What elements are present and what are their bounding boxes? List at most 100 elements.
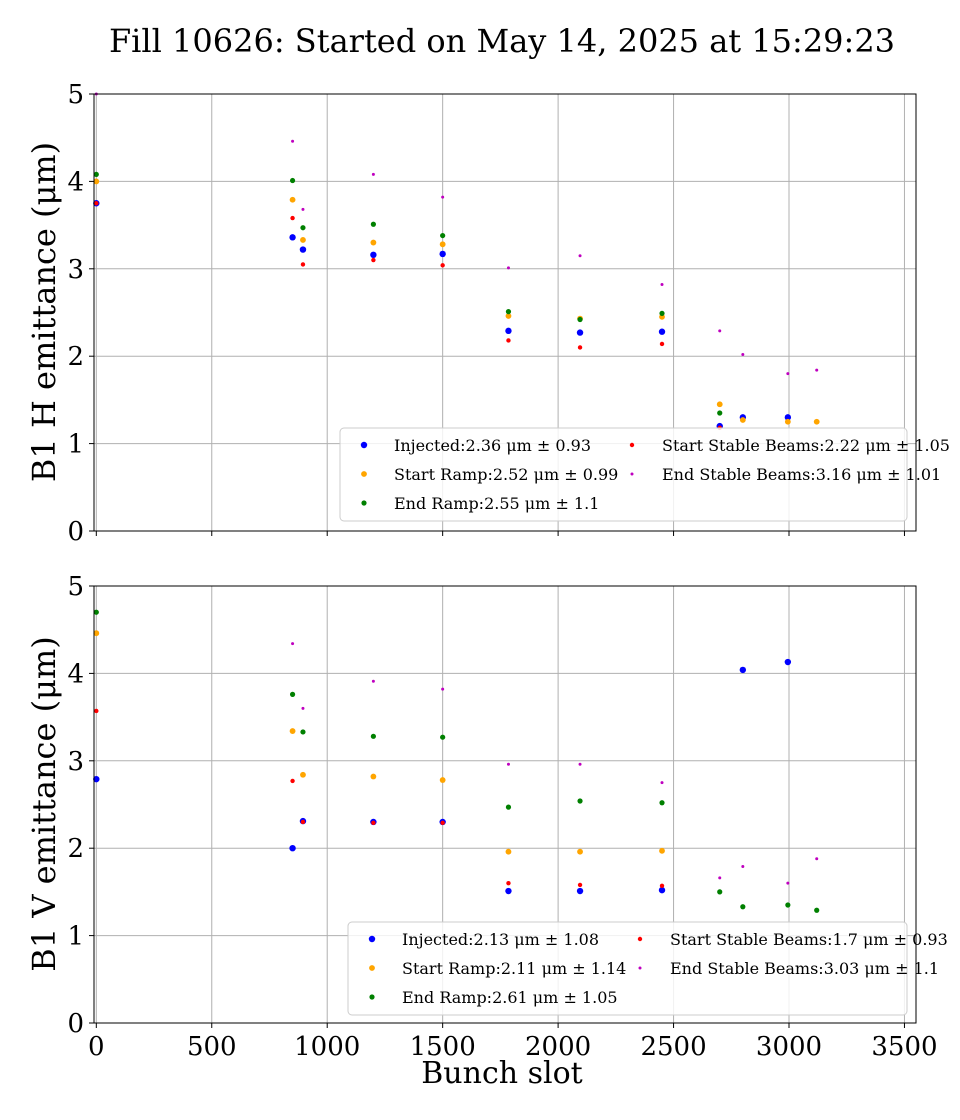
v-legend: Injected:2.13 μm ± 1.08 Start Ramp:2.11 μ… <box>347 921 948 1016</box>
v-point-injected-7 <box>658 886 666 894</box>
v-point-end-ramp-3 <box>370 733 376 739</box>
h-legend-marker-3 <box>629 442 635 448</box>
h-point-end-stable-beams-2 <box>301 207 305 211</box>
h-y-tick-label-0: 0 <box>67 517 84 547</box>
v-point-start-ramp-0 <box>93 630 100 637</box>
v-point-end-stable-beams-4 <box>506 762 510 766</box>
h-point-end-stable-beams-8 <box>718 329 722 333</box>
h-point-start-stable-beams-6 <box>577 345 583 350</box>
v-point-end-stable-beams-7 <box>718 876 722 880</box>
v-point-injected-6 <box>576 887 584 895</box>
v-emittance-panel: 0 500 1000 1500 2000 2500 3000 3500 0 1 2 3 4 5 B1 V … <box>25 572 948 1062</box>
h-legend-marker-2 <box>361 500 367 506</box>
v-point-injected-9 <box>784 658 792 666</box>
h-legend-label-0: Injected:2.36 μm ± 0.93 <box>394 436 591 455</box>
v-point-end-stable-beams-10 <box>815 857 819 861</box>
v-point-start-stable-beams-5 <box>506 880 511 886</box>
h-ticks: 0 1 2 3 4 5 <box>67 80 905 547</box>
v-y-tick-label-1: 1 <box>67 922 84 952</box>
h-point-injected-2 <box>299 246 307 253</box>
v-point-start-ramp-2 <box>300 771 306 778</box>
v-x-tick-label-3000: 3000 <box>756 1032 822 1062</box>
v-point-end-stable-beams-2 <box>371 679 375 683</box>
h-point-start-stable-beams-4 <box>440 263 445 268</box>
h-point-start-stable-beams-0 <box>94 201 99 206</box>
h-legend-marker-4 <box>630 472 634 476</box>
v-point-start-ramp-6 <box>577 848 583 855</box>
h-point-injected-6 <box>576 329 584 336</box>
h-point-end-ramp-3 <box>370 221 376 227</box>
v-point-start-stable-beams-3 <box>371 820 376 826</box>
h-y-tick-label-4: 4 <box>67 167 84 197</box>
v-x-tick-label-1500: 1500 <box>410 1032 476 1062</box>
v-point-injected-0 <box>93 775 100 783</box>
v-point-start-stable-beams-7 <box>659 883 665 888</box>
v-x-tick-label-0: 0 <box>88 1032 105 1062</box>
h-y-tick-label-1: 1 <box>67 430 84 460</box>
v-point-end-stable-beams-8 <box>741 865 745 869</box>
h-legend-label-3: Start Stable Beams:2.22 μm ± 1.05 <box>662 436 950 455</box>
v-x-tick-label-500: 500 <box>187 1032 237 1062</box>
h-legend-marker-1 <box>361 471 367 477</box>
v-point-end-ramp-2 <box>300 729 306 735</box>
h-point-injected-7 <box>658 328 666 335</box>
v-point-end-stable-beams-6 <box>660 781 664 785</box>
v-point-start-stable-beams-0 <box>94 708 99 714</box>
v-point-end-ramp-8 <box>717 889 723 895</box>
h-y-tick-label-5: 5 <box>67 80 84 110</box>
h-axes-frame <box>93 93 917 532</box>
v-point-start-ramp-5 <box>505 848 512 855</box>
h-point-injected-10 <box>784 414 792 421</box>
h-point-end-ramp-1 <box>289 177 296 184</box>
v-point-end-ramp-6 <box>577 798 583 804</box>
h-legend-label-1: Start Ramp:2.52 μm ± 0.99 <box>394 465 618 484</box>
v-point-end-ramp-7 <box>659 800 665 806</box>
v-legend-label-2: End Ramp:2.61 μm ± 1.05 <box>402 988 618 1007</box>
v-y-tick-label-4: 4 <box>67 659 84 689</box>
h-point-end-stable-beams-10 <box>786 372 790 376</box>
v-legend-label-3: Start Stable Beams:1.7 μm ± 0.93 <box>670 930 948 949</box>
v-legend-marker-1 <box>369 965 375 971</box>
v-point-start-stable-beams-2 <box>300 819 306 825</box>
h-point-injected-1 <box>289 234 296 241</box>
h-point-end-stable-beams-4 <box>441 195 445 199</box>
v-point-end-ramp-1 <box>289 691 296 697</box>
h-point-injected-3 <box>370 251 377 259</box>
v-y-tick-label-0: 0 <box>67 1009 84 1039</box>
v-point-start-stable-beams-4 <box>440 820 445 826</box>
h-point-end-stable-beams-5 <box>506 266 510 270</box>
h-y-tick-label-3: 3 <box>67 255 84 285</box>
h-point-start-ramp-2 <box>300 237 306 243</box>
figure-title: Fill 10626: Started on May 14, 2025 at 1… <box>109 22 895 60</box>
h-point-start-ramp-0 <box>93 178 100 185</box>
v-point-end-stable-beams-1 <box>301 706 305 710</box>
v-x-tick-label-2000: 2000 <box>525 1032 591 1062</box>
v-point-start-stable-beams-1 <box>290 778 295 784</box>
h-legend-label-4: End Stable Beams:3.16 μm ± 1.01 <box>662 465 941 484</box>
h-legend-marker-0 <box>360 441 368 449</box>
v-point-injected-8 <box>739 666 747 674</box>
v-markers <box>93 609 820 913</box>
h-point-start-ramp-4 <box>439 241 446 248</box>
v-point-end-ramp-10 <box>785 902 791 908</box>
v-point-start-stable-beams-6 <box>577 882 583 888</box>
v-legend-label-0: Injected:2.13 μm ± 1.08 <box>402 930 599 949</box>
h-point-end-stable-beams-3 <box>371 172 375 176</box>
h-point-start-ramp-8 <box>716 401 723 408</box>
h-y-tick-label-2: 2 <box>67 342 84 372</box>
v-point-injected-1 <box>289 845 296 852</box>
h-point-start-ramp-9 <box>739 417 746 423</box>
h-legend-label-2: End Ramp:2.55 μm ± 1.1 <box>394 494 599 513</box>
h-point-end-ramp-7 <box>659 310 665 316</box>
v-y-tick-label-5: 5 <box>67 572 84 602</box>
v-y-tick-label-3: 3 <box>67 747 84 777</box>
v-x-tick-label-1000: 1000 <box>294 1032 360 1062</box>
v-point-start-ramp-7 <box>659 847 665 854</box>
h-point-start-stable-beams-5 <box>506 338 511 343</box>
h-legend-box <box>339 427 908 522</box>
h-point-end-ramp-6 <box>577 316 583 323</box>
h-point-end-ramp-2 <box>300 225 306 231</box>
v-point-injected-5 <box>505 887 512 895</box>
v-legend-marker-2 <box>369 994 375 1000</box>
